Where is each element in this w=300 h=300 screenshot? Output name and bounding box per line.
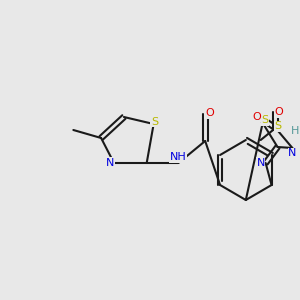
Text: O: O [274,107,283,117]
Text: O: O [253,112,262,122]
Text: S: S [262,115,268,125]
Text: S: S [151,117,158,127]
Text: H: H [291,126,300,136]
Text: O: O [205,108,214,118]
Text: N: N [256,158,265,168]
Text: N: N [106,158,114,168]
Text: NH: NH [170,152,187,162]
Text: N: N [288,148,297,158]
Text: S: S [274,121,281,131]
